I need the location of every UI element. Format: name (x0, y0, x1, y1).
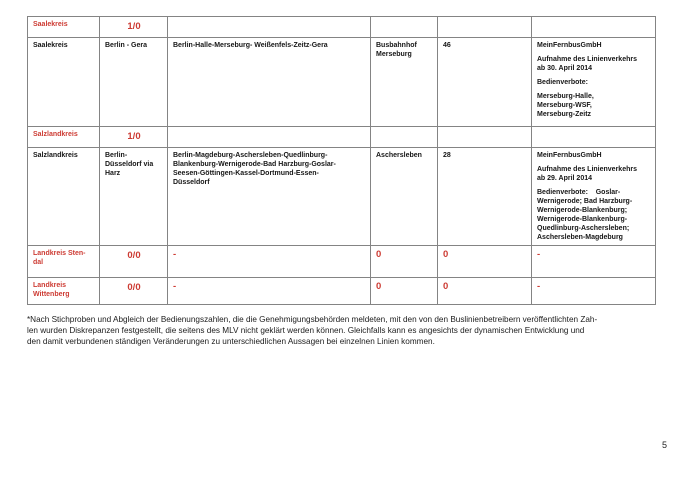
aufnahme-text: Aufnahme des Linienverkehrs ab 30. April… (537, 56, 637, 72)
cell-kreis: Salzlandkreis (27, 147, 100, 246)
linie-label: Berlin - Gera (105, 42, 148, 49)
cell-betreiber: MeinFernbusGmbH Aufnahme des Linienverke… (531, 147, 656, 246)
bedienverbote-list: Bedienverbote: Goslar- Wernigerode; Bad … (537, 189, 633, 241)
table-row-saalekreis-detail: Saalekreis Berlin - Gera Berlin-Halle-Me… (27, 37, 656, 127)
cell-linie: Berlin - Gera (99, 37, 168, 127)
cell-kreis: Saalekreis (27, 37, 100, 127)
footnote: *Nach Stichproben und Abgleich der Bedie… (27, 315, 697, 347)
zero-value: 0 (376, 281, 382, 292)
aufnahme-text: Aufnahme des Linienverkehrs ab 29. April… (537, 166, 637, 182)
linienweg-text: Berlin-Magdeburg-Aschersleben-Quedlinbur… (173, 152, 336, 186)
cell-empty (437, 126, 532, 148)
cell-empty (370, 126, 438, 148)
kreis-label: Landkreis Sten- dal (33, 250, 86, 266)
cell-kreis: Landkreis Sten- dal (27, 245, 100, 278)
dash-value: - (537, 281, 541, 292)
ratio-value: 1/0 (127, 131, 141, 142)
betreiber-name: MeinFernbusGmbH (537, 42, 602, 49)
table-row-saalekreis-summary: Saalekreis 1/0 (27, 16, 656, 38)
cell-fahrten: 46 (437, 37, 532, 127)
cell-kreis: Salzlandkreis (27, 126, 100, 148)
footnote-line: *Nach Stichproben und Abgleich der Bedie… (27, 315, 598, 324)
betreiber-name: MeinFernbusGmbH (537, 152, 602, 159)
cell-ratio: 0/0 (99, 277, 168, 305)
cell-haltestelle: Busbahnhof Merseburg (370, 37, 438, 127)
cell-ratio: 1/0 (99, 16, 168, 38)
cell-empty (531, 16, 656, 38)
kreis-label: Salzlandkreis (33, 131, 78, 138)
cell-kreis: Saalekreis (27, 16, 100, 38)
cell-kreis: Landkreis Wittenberg (27, 277, 100, 305)
cell-fahrten: 0 (437, 277, 532, 305)
zero-value: 0 (443, 249, 449, 260)
cell-empty (437, 16, 532, 38)
fahrten-value: 46 (443, 42, 451, 49)
cell-ratio: 1/0 (99, 126, 168, 148)
cell-betreiber: - (531, 277, 656, 305)
cell-fahrten: 0 (437, 245, 532, 278)
cell-haltestelle: 0 (370, 277, 438, 305)
bedienverbote-list: Merseburg-Halle, Merseburg-WSF, Mersebur… (537, 93, 594, 118)
footnote-line: len wurden Diskrepanzen festgestellt, di… (27, 325, 585, 335)
dash-value: - (537, 249, 541, 260)
kreis-label: Saalekreis (33, 42, 68, 49)
page-number: 5 (662, 440, 668, 450)
table-row-salzlandkreis-summary: Salzlandkreis 1/0 (27, 126, 656, 148)
haltestelle-text: Busbahnhof Merseburg (376, 42, 417, 58)
linie-label: Berlin- Düsseldorf via Harz (105, 152, 154, 177)
cell-fahrten: 28 (437, 147, 532, 246)
cell-empty (167, 16, 371, 38)
cell-betreiber: MeinFernbusGmbH Aufnahme des Linienverke… (531, 37, 656, 127)
dash-value: - (173, 281, 177, 292)
fahrten-value: 28 (443, 152, 451, 159)
cell-haltestelle: 0 (370, 245, 438, 278)
cell-betreiber: - (531, 245, 656, 278)
ratio-value: 1/0 (127, 21, 141, 32)
table-row-stendal: Landkreis Sten- dal 0/0 - 0 0 - (27, 245, 656, 278)
cell-linie: Berlin- Düsseldorf via Harz (99, 147, 168, 246)
cell-linienweg: - (167, 245, 371, 278)
cell-linienweg: - (167, 277, 371, 305)
table-row-salzlandkreis-detail: Salzlandkreis Berlin- Düsseldorf via Har… (27, 147, 656, 246)
cell-empty (531, 126, 656, 148)
zero-value: 0 (376, 249, 382, 260)
linienweg-text: Berlin-Halle-Merseburg- Weißenfels-Zeitz… (173, 42, 328, 49)
dash-value: - (173, 249, 177, 260)
footnote-line: den damit verbundenen ständigen Veränder… (27, 336, 435, 346)
ratio-value: 0/0 (127, 282, 141, 293)
bedienverbote-label: Bedienverbote: (537, 79, 588, 86)
kreis-label: Landkreis Wittenberg (33, 282, 70, 298)
cell-linienweg: Berlin-Halle-Merseburg- Weißenfels-Zeitz… (167, 37, 371, 127)
table-row-wittenberg: Landkreis Wittenberg 0/0 - 0 0 - (27, 277, 656, 305)
cell-linienweg: Berlin-Magdeburg-Aschersleben-Quedlinbur… (167, 147, 371, 246)
kreis-label: Saalekreis (33, 21, 68, 28)
haltestelle-text: Aschersleben (376, 152, 422, 159)
kreis-label: Salzlandkreis (33, 152, 78, 159)
cell-empty (167, 126, 371, 148)
cell-haltestelle: Aschersleben (370, 147, 438, 246)
fernbus-lines-table: Saalekreis 1/0 Saalekreis Berlin - Gera … (27, 16, 656, 305)
ratio-value: 0/0 (127, 250, 141, 261)
cell-empty (370, 16, 438, 38)
zero-value: 0 (443, 281, 449, 292)
cell-ratio: 0/0 (99, 245, 168, 278)
